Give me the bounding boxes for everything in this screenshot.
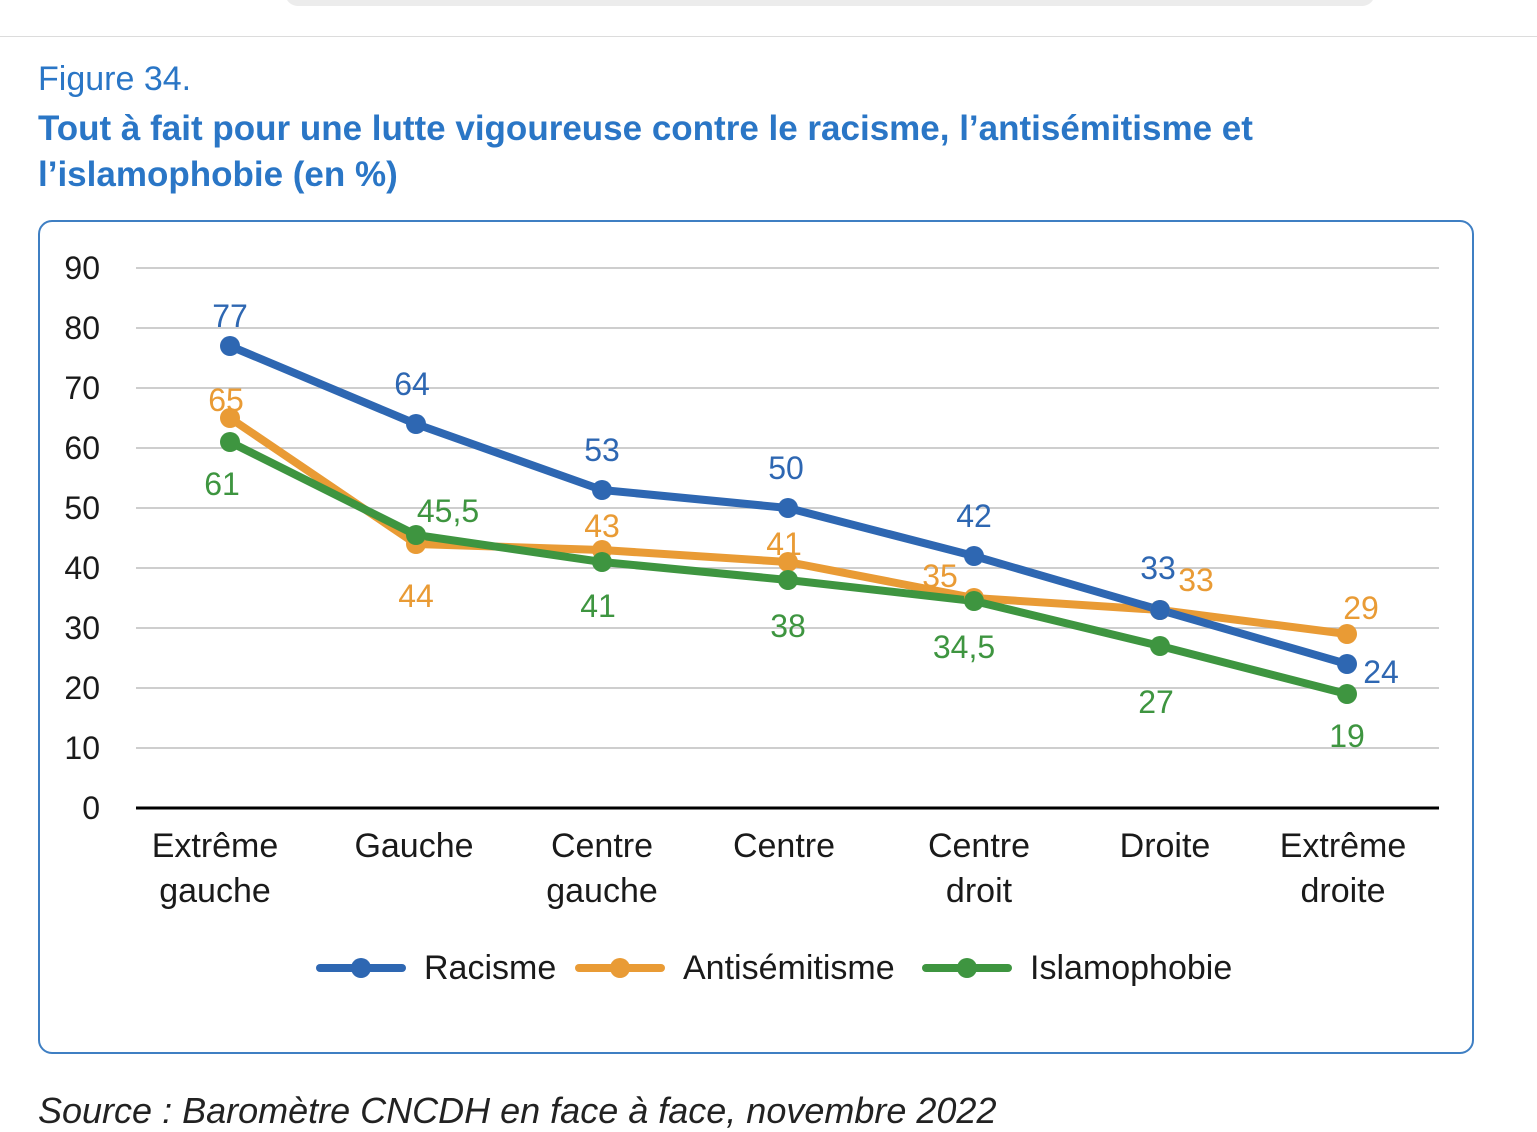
line-chart: 0 10 20 30 40 50 60 70 80 90 Extrême gauche Gauche Ce…	[64, 250, 1439, 987]
y-tick-label: 10	[64, 730, 100, 766]
data-point-racisme	[220, 336, 240, 356]
data-label-antisémitisme: 29	[1343, 590, 1379, 626]
y-tick-label: 70	[64, 370, 100, 406]
data-label-racisme: 77	[212, 298, 248, 334]
data-point-racisme	[964, 546, 984, 566]
legend-marker-antisémitisme	[610, 958, 630, 978]
data-point-islamophobie	[592, 552, 612, 572]
data-point-racisme	[592, 480, 612, 500]
y-tick-label: 90	[64, 250, 100, 286]
data-point-islamophobie	[778, 570, 798, 590]
x-tick-label: gauche	[159, 872, 271, 910]
data-label-racisme: 24	[1363, 654, 1399, 690]
data-point-antisémitisme	[220, 408, 240, 428]
chart-frame	[38, 220, 1474, 1054]
x-tick-label: Centre	[551, 827, 653, 865]
y-tick-label: 80	[64, 310, 100, 346]
data-label-islamophobie: 34,5	[933, 629, 995, 665]
data-label-antisémitisme: 33	[1178, 562, 1214, 598]
data-label-antisémitisme: 41	[766, 526, 802, 562]
legend-label-racisme: Racisme	[424, 949, 556, 987]
data-point-islamophobie	[1337, 684, 1357, 704]
data-point-racisme	[1150, 600, 1170, 620]
legend-marker-islamophobie	[957, 958, 977, 978]
data-label-islamophobie: 19	[1329, 718, 1365, 754]
data-label-islamophobie: 38	[770, 608, 806, 644]
data-label-antisémitisme: 35	[922, 558, 958, 594]
x-tick-label: Extrême	[152, 827, 279, 865]
y-tick-label: 20	[64, 670, 100, 706]
data-point-islamophobie	[1150, 636, 1170, 656]
x-tick-label: Extrême	[1280, 827, 1407, 865]
source-note: Source : Baromètre CNCDH en face à face,…	[38, 1090, 997, 1131]
data-label-islamophobie: 45,5	[417, 493, 479, 529]
legend-label-antisémitisme: Antisémitisme	[683, 949, 895, 987]
data-label-racisme: 33	[1140, 550, 1176, 586]
y-tick-label: 60	[64, 430, 100, 466]
data-point-racisme	[406, 414, 426, 434]
figure-label: Figure 34.	[38, 60, 192, 98]
page-top-strip	[0, 0, 1537, 37]
y-tick-label: 50	[64, 490, 100, 526]
data-label-islamophobie: 27	[1138, 684, 1174, 720]
data-point-islamophobie	[220, 432, 240, 452]
data-point-antisémitisme	[1337, 624, 1357, 644]
data-label-racisme: 50	[768, 450, 804, 486]
x-tick-label: droite	[1300, 872, 1385, 910]
data-label-racisme: 42	[956, 498, 992, 534]
data-label-antisémitisme: 43	[584, 508, 620, 544]
y-tick-label: 0	[82, 790, 100, 826]
figure-title: Tout à fait pour une lutte vigoureuse co…	[38, 109, 1253, 194]
data-label-islamophobie: 61	[204, 466, 240, 502]
x-tick-label: Centre	[733, 827, 835, 865]
x-tick-label: Gauche	[354, 827, 473, 865]
data-point-antisémitisme	[778, 552, 798, 572]
data-point-islamophobie	[406, 525, 426, 545]
data-point-racisme	[778, 498, 798, 518]
data-label-antisémitisme: 65	[208, 382, 244, 418]
x-tick-label: Centre	[928, 827, 1030, 865]
legend-marker-racisme	[351, 958, 371, 978]
data-label-antisémitisme: 44	[398, 578, 434, 614]
x-tick-label: gauche	[546, 872, 658, 910]
x-tick-label: Droite	[1120, 827, 1211, 865]
data-point-islamophobie	[964, 591, 984, 611]
x-tick-label: droit	[946, 872, 1013, 910]
top-scroll-bar	[285, 0, 1375, 6]
y-tick-label: 30	[64, 610, 100, 646]
data-point-racisme	[1337, 654, 1357, 674]
data-label-islamophobie: 41	[580, 588, 616, 624]
data-label-racisme: 64	[394, 366, 430, 402]
legend-label-islamophobie: Islamophobie	[1030, 949, 1232, 987]
data-label-racisme: 53	[584, 432, 620, 468]
y-tick-label: 40	[64, 550, 100, 586]
